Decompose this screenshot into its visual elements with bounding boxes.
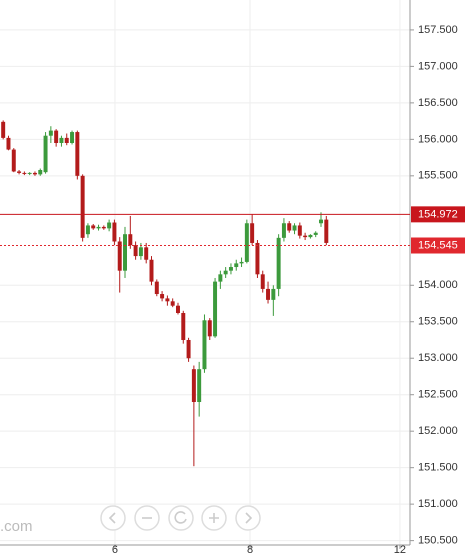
candle-body	[170, 301, 175, 306]
candle-body	[85, 225, 90, 235]
price-label-box	[411, 206, 465, 223]
candle-body	[128, 234, 133, 246]
y-tick-label: 152.500	[418, 389, 458, 401]
y-tick-label: 152.000	[418, 425, 458, 437]
y-tick-label: 155.500	[418, 170, 458, 182]
candle-body	[234, 263, 239, 268]
reset-button[interactable]	[168, 505, 194, 531]
candle-body	[255, 242, 260, 275]
x-tick-label: 8	[247, 544, 253, 554]
candle-body	[80, 175, 85, 238]
candle-body	[70, 132, 75, 143]
candle-body	[271, 288, 276, 300]
candle-body	[138, 247, 143, 257]
scroll-right-button[interactable]	[235, 505, 261, 531]
y-tick-label: 157.500	[418, 24, 458, 36]
candle-body	[228, 267, 233, 271]
candle-body	[260, 274, 265, 289]
candle-body	[48, 130, 53, 136]
price-label-box	[411, 237, 465, 254]
candle-body	[324, 219, 329, 243]
zoom-out-button[interactable]	[134, 505, 160, 531]
candle-body	[218, 274, 223, 282]
candles	[1, 120, 329, 467]
candle-body	[308, 234, 313, 238]
y-tick-label: 150.500	[418, 535, 458, 547]
candle-body	[32, 172, 37, 175]
y-tick-label: 156.500	[418, 97, 458, 109]
candle-body	[266, 288, 271, 300]
candle-body	[91, 225, 96, 229]
candle-body	[191, 369, 196, 403]
candle-body	[6, 137, 11, 150]
price-label: 154.545	[418, 239, 458, 251]
candle-body	[22, 172, 27, 174]
candle-body	[11, 149, 16, 172]
candle-body	[202, 320, 207, 370]
candle-body	[96, 226, 101, 229]
y-tick-label: 151.000	[418, 498, 458, 510]
candle-body	[181, 312, 186, 340]
candle-body	[165, 298, 170, 302]
candle-body	[64, 137, 69, 143]
candle-body	[154, 281, 159, 295]
candle-body	[117, 241, 122, 271]
watermark: .com	[0, 518, 33, 535]
candle-body	[149, 259, 154, 282]
candle-body	[250, 223, 255, 243]
candle-body	[43, 135, 48, 173]
candle-body	[144, 247, 149, 260]
x-tick-label: 12	[394, 544, 406, 554]
y-tick-label: 151.500	[418, 462, 458, 474]
y-tick-label: 153.000	[418, 352, 458, 364]
candle-body	[17, 171, 22, 173]
zoom-controls	[100, 505, 261, 531]
x-tick-label: 6	[112, 544, 118, 554]
candle-body	[303, 235, 308, 238]
candle-body	[276, 237, 281, 289]
candle-body	[107, 222, 112, 229]
y-tick-label: 156.000	[418, 133, 458, 145]
candle-body	[213, 281, 218, 337]
grid	[0, 0, 410, 545]
candle-body	[281, 223, 286, 238]
candle-body	[287, 223, 292, 231]
candle-body	[101, 226, 106, 229]
candle-body	[175, 305, 180, 313]
candle-body	[239, 261, 244, 264]
candle-body	[207, 320, 212, 337]
candle-body	[319, 219, 323, 224]
candle-body	[75, 132, 80, 176]
candle-body	[160, 294, 165, 299]
price-label: 154.972	[418, 208, 458, 220]
candle-body	[223, 270, 228, 275]
y-tick-label: 157.000	[418, 60, 458, 72]
candle-body	[1, 121, 6, 138]
candle-body	[313, 232, 318, 235]
candle-body	[112, 222, 117, 242]
candle-body	[54, 130, 59, 143]
y-tick-label: 154.000	[418, 279, 458, 291]
candle-body	[292, 225, 297, 231]
candle-body	[197, 369, 202, 403]
candle-body	[186, 339, 191, 359]
candle-body	[27, 172, 32, 174]
scroll-left-button[interactable]	[100, 505, 126, 531]
candle-body	[297, 225, 302, 236]
candle-body	[133, 245, 138, 257]
y-tick-label: 153.500	[418, 316, 458, 328]
candle-body	[123, 234, 127, 271]
zoom-in-button[interactable]	[201, 505, 227, 531]
candle-body	[59, 137, 64, 143]
candle-body	[244, 223, 249, 262]
candle-body	[38, 169, 43, 175]
